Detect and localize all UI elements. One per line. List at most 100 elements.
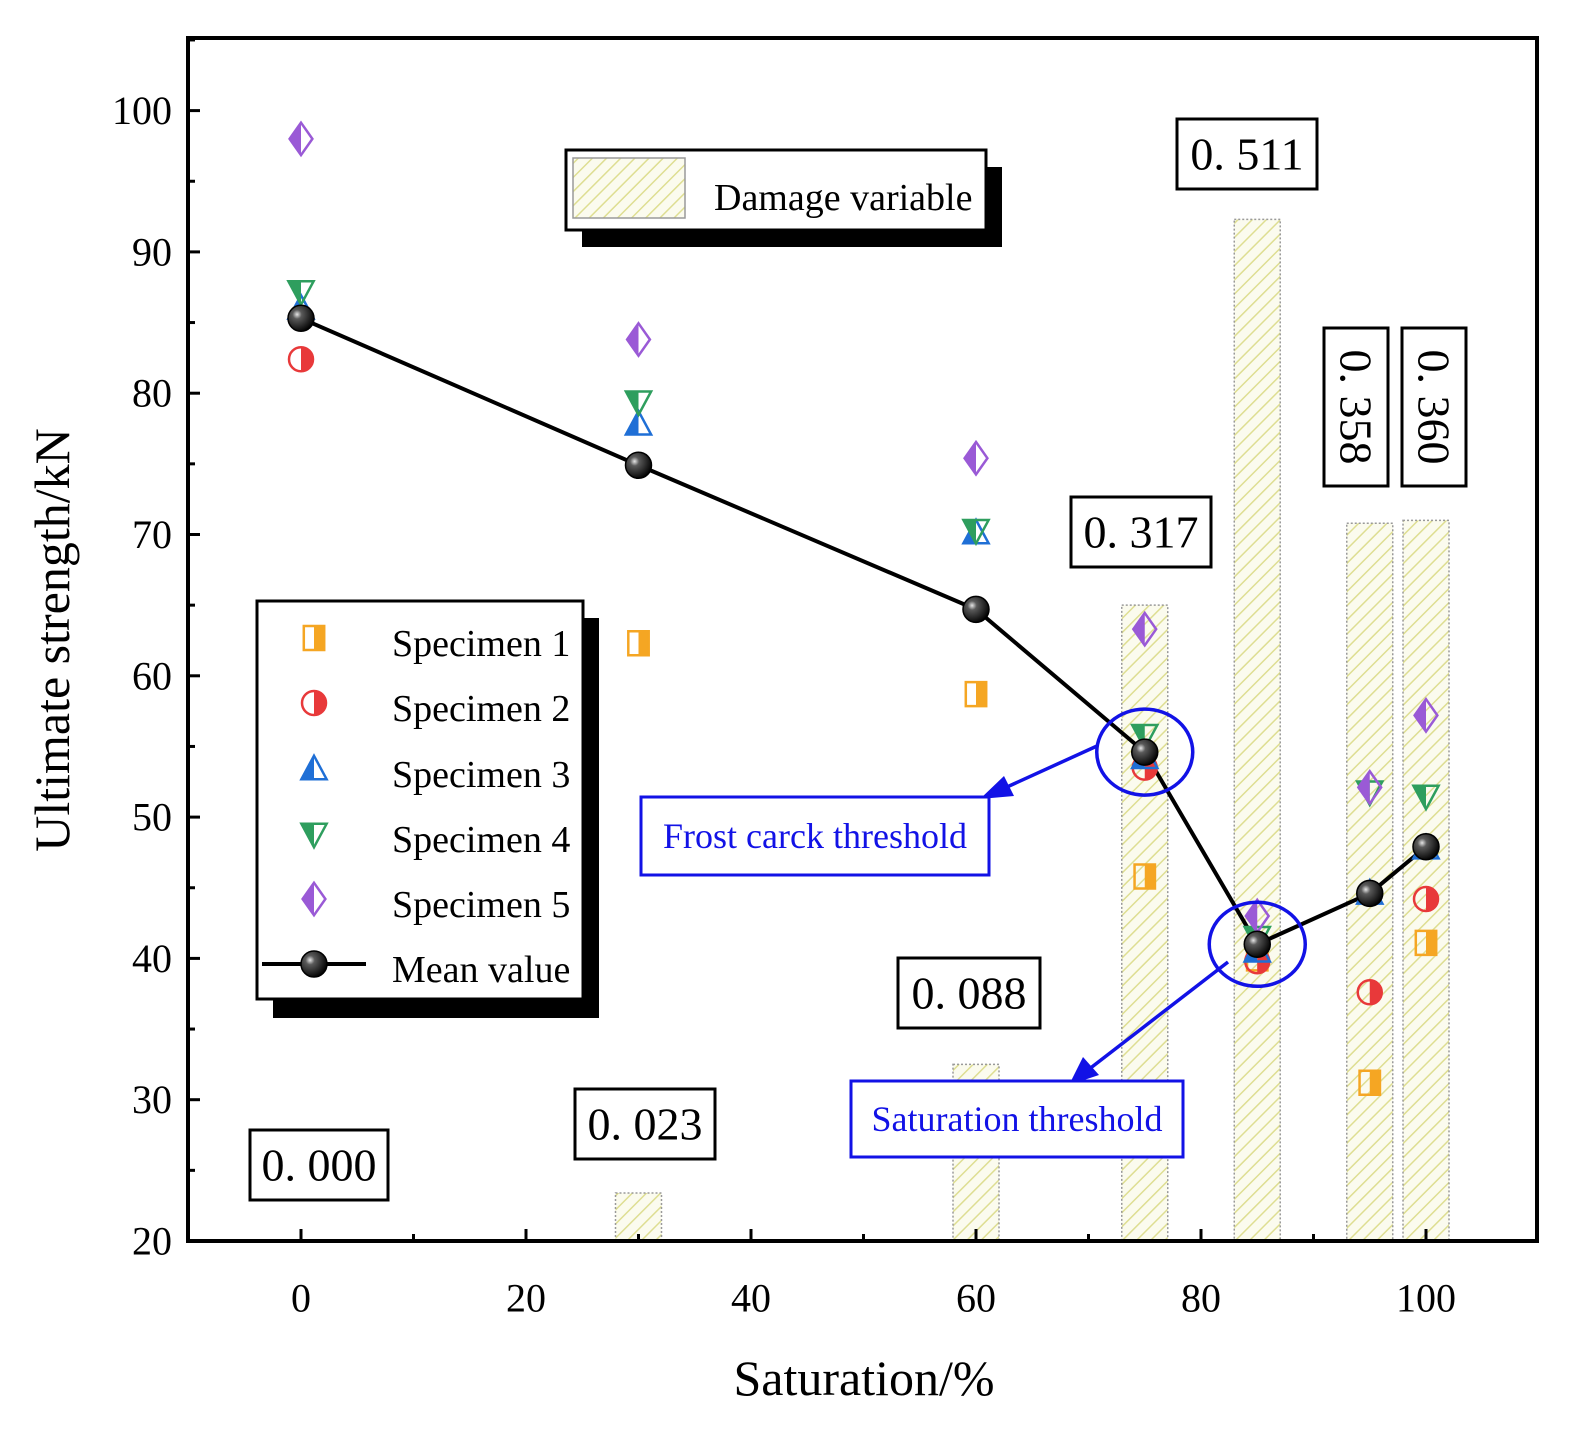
marker-fill — [1369, 1070, 1380, 1095]
damage-value-label: 0. 000 — [262, 1140, 377, 1191]
mean-ball — [1356, 879, 1384, 908]
marker-outline — [1130, 723, 1160, 751]
damage-label-box: 0. 000 — [248, 1128, 390, 1202]
legend-marker-specimen-1 — [302, 624, 326, 652]
damage-value-label: 0. 511 — [1190, 129, 1303, 180]
data-point-specimen-5 — [1356, 769, 1383, 806]
y-tick-label: 30 — [132, 1077, 172, 1122]
frost-threshold-label: Frost carck threshold — [663, 816, 967, 856]
annotations: Frost carck threshold Saturation threshol… — [639, 707, 1307, 1159]
y-tick-label: 70 — [132, 512, 172, 557]
data-point-specimen-1 — [1358, 1069, 1382, 1096]
marker-outline — [1358, 1069, 1382, 1096]
damage-label-box: 0. 360 — [1400, 326, 1468, 488]
marker-fill — [1144, 864, 1155, 889]
legend-mean-ball — [300, 950, 328, 978]
data-point-specimen-3 — [623, 408, 654, 436]
marker-fill — [964, 441, 976, 475]
y-tick-label: 50 — [132, 795, 172, 840]
data-point-specimen-1 — [1414, 929, 1438, 957]
x-tick-label: 40 — [731, 1276, 771, 1321]
data-point-specimen-2 — [287, 346, 315, 373]
marker-outline — [1412, 885, 1440, 913]
y-tick-label: 80 — [132, 371, 172, 416]
saturation-threshold-ellipse — [1207, 900, 1307, 989]
marker-outline — [301, 880, 327, 918]
marker-outline — [286, 280, 316, 308]
marker-outline — [299, 753, 329, 781]
marker-fill — [314, 626, 325, 650]
damage-value-labels: 0. 000 0. 023 0. 088 0. 317 0. 511 0. 358 0. 3… — [248, 117, 1468, 1202]
x-tick-label: 60 — [956, 1276, 996, 1321]
mean-points — [287, 304, 1440, 959]
mean-ball — [962, 595, 990, 624]
damage-label-frame — [1069, 495, 1213, 569]
marker-outline — [1356, 979, 1383, 1006]
x-tick-label: 100 — [1396, 1276, 1456, 1321]
marker-fill — [625, 391, 639, 415]
damage-label-box: 0. 088 — [896, 956, 1042, 1030]
marker-outline — [627, 630, 650, 657]
marker-fill — [1414, 699, 1426, 732]
mean-point — [1356, 879, 1384, 908]
marker-outline — [623, 408, 654, 436]
legend-marker-specimen-2 — [300, 689, 328, 717]
y-axis-title: Ultimate strength/kN — [24, 428, 80, 852]
data-point-specimen-4 — [623, 390, 654, 418]
legend-label-specimen-3: Specimen 3 — [392, 754, 570, 796]
marker-outline — [287, 346, 315, 373]
legend-label-specimen-5: Specimen 5 — [392, 884, 570, 926]
data-point-specimen-4 — [961, 518, 991, 547]
damage-label-frame — [1175, 117, 1319, 191]
frost-threshold-box — [639, 795, 991, 877]
y-tick-label: 20 — [132, 1219, 172, 1264]
marker-outline — [288, 120, 314, 158]
damage-label-box: 0. 317 — [1069, 495, 1213, 569]
data-point-specimen-5 — [1413, 696, 1439, 734]
damage-legend-swatch — [572, 157, 686, 219]
data-point-specimen-1 — [627, 630, 650, 657]
frost-threshold-arrowhead — [980, 776, 1014, 799]
y-tick-label: 100 — [112, 88, 172, 133]
mean-ball — [1243, 930, 1271, 959]
data-point-specimen-5 — [625, 321, 652, 358]
marker-outline — [1356, 769, 1383, 806]
x-tick-label: 20 — [506, 1276, 546, 1321]
legend-label-specimen-1: Specimen 1 — [392, 623, 570, 665]
data-point-specimen-2 — [1356, 979, 1383, 1006]
frost-threshold-ellipse — [1095, 707, 1195, 797]
damage-label-frame — [248, 1128, 390, 1202]
legend-label-specimen-2: Specimen 2 — [392, 688, 570, 730]
damage-label-frame — [1322, 326, 1390, 488]
legend-marker-specimen-4 — [299, 822, 329, 850]
marker-fill — [638, 631, 649, 656]
marker-fill — [289, 122, 301, 156]
y-tick-label: 90 — [132, 229, 172, 274]
marker-outline — [300, 689, 328, 717]
marker-outline — [625, 321, 652, 358]
mean-ball — [287, 304, 315, 333]
marker-outline — [963, 439, 989, 477]
marker-outline — [964, 680, 988, 708]
legend-marker-specimen-3 — [299, 753, 329, 781]
damage-label-box: 0. 358 — [1322, 326, 1390, 488]
legend-marker-specimen-5 — [301, 880, 327, 918]
y-tick-label: 60 — [132, 653, 172, 698]
marker-fill — [1426, 930, 1437, 955]
marker-outline — [299, 822, 329, 850]
mean-point — [962, 595, 990, 624]
damage-value-label: 0. 088 — [912, 968, 1027, 1019]
mean-point — [1131, 738, 1159, 766]
damage-legend: Damage variable — [564, 148, 1002, 247]
marker-fill — [302, 882, 314, 916]
saturation-threshold-arrowhead — [1069, 1057, 1099, 1085]
damage-value-label: 0. 360 — [1409, 350, 1460, 465]
data-point-specimen-5 — [963, 439, 989, 477]
mean-ball — [1412, 833, 1440, 861]
mean-point — [624, 451, 653, 480]
x-tick-label: 0 — [291, 1276, 311, 1321]
marker-outline — [1131, 610, 1158, 648]
saturation-threshold-label: Saturation threshold — [872, 1099, 1163, 1139]
data-point-specimen-4 — [1411, 784, 1441, 812]
